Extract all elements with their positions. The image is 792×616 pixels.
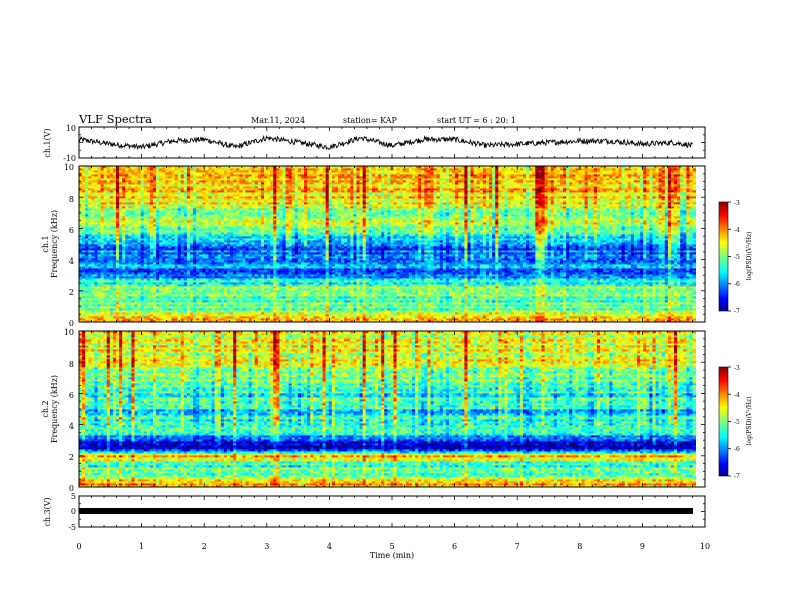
- ch1-wave-ylabel: ch.1(V): [43, 128, 52, 157]
- figure-title: VLF Spectra: [78, 112, 152, 126]
- station-label: station= KAP: [343, 116, 398, 125]
- ch1-ytick-top: 10: [66, 124, 76, 133]
- ch1-spectrogram-panel: 10 8 6 4 2 0 ch.1 Frequency (kHz): [41, 163, 705, 328]
- ch1-ytick-bottom: -10: [63, 154, 76, 163]
- ch1-waveform-line: [79, 136, 693, 149]
- date-label: Mar.11, 2024: [251, 116, 305, 125]
- ch1-waveform-panel: 10 -10 ch.1(V): [43, 124, 705, 163]
- ch1-spectrogram-image: [79, 166, 696, 322]
- start-time-label: start UT = 6 : 20: 1: [437, 116, 516, 125]
